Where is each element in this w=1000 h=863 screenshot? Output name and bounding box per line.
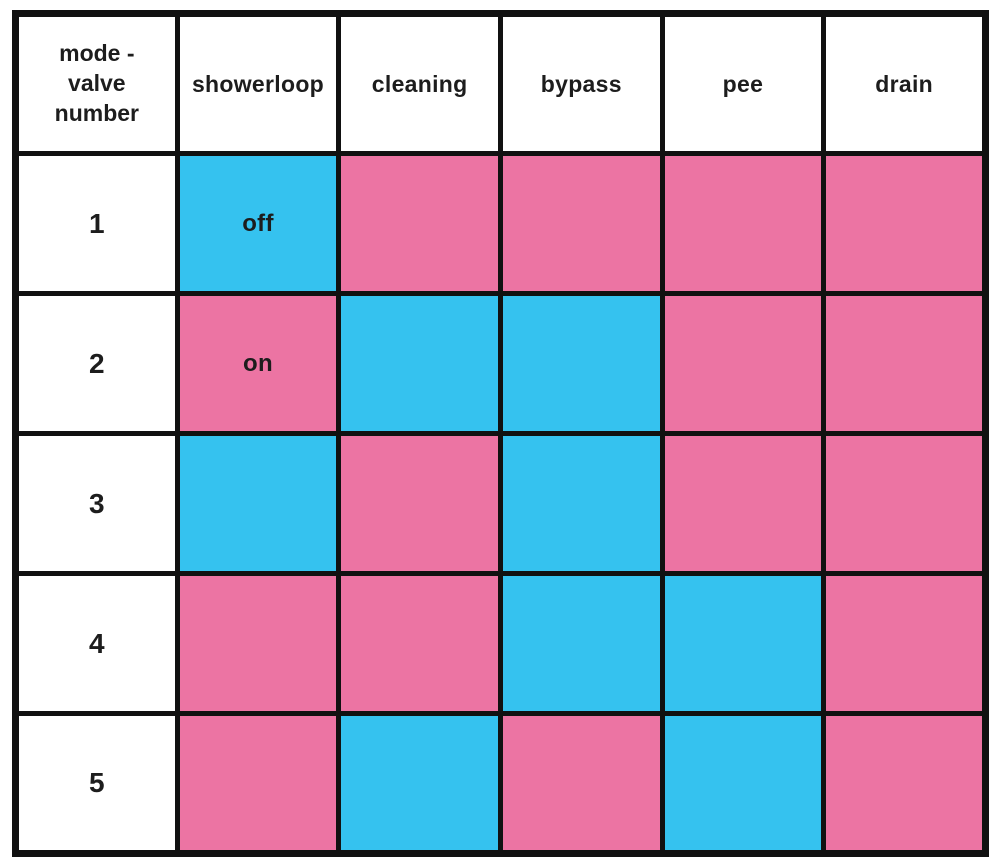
table-row-valve-2: 2 on xyxy=(13,291,988,436)
column-header-cleaning: cleaning xyxy=(336,11,503,156)
state-cell-showerloop-valve-3-off xyxy=(174,431,342,576)
state-cell-cleaning-valve-4-on xyxy=(336,571,503,716)
table-row-valve-4: 4 xyxy=(13,571,988,716)
valve-number-1: 1 xyxy=(13,151,180,296)
valve-mode-table: mode - valve number showerloop cleaning … xyxy=(12,10,989,857)
state-cell-cleaning-valve-3-on xyxy=(336,431,503,576)
table-row-valve-1: 1 off xyxy=(13,151,988,296)
valve-number-2: 2 xyxy=(13,291,180,436)
state-cell-showerloop-valve-4-on xyxy=(174,571,342,716)
state-cell-showerloop-valve-2-on: on xyxy=(174,291,342,436)
state-cell-pee-valve-5-off xyxy=(659,711,827,856)
state-cell-cleaning-valve-5-off xyxy=(336,711,503,856)
header-row: mode - valve number showerloop cleaning … xyxy=(13,11,988,156)
valve-number-3: 3 xyxy=(13,431,180,576)
table-row-valve-5: 5 xyxy=(13,711,988,856)
table-row-valve-3: 3 xyxy=(13,431,988,576)
state-cell-drain-valve-4-on xyxy=(821,571,988,716)
column-header-mode-valve-number: mode - valve number xyxy=(13,11,180,156)
column-header-bypass: bypass xyxy=(497,11,665,156)
state-cell-showerloop-valve-1-off: off xyxy=(174,151,342,296)
state-cell-drain-valve-3-on xyxy=(821,431,988,576)
table-body: 1 off 2 on 3 4 5 xyxy=(13,151,988,856)
state-cell-bypass-valve-2-off xyxy=(497,291,665,436)
column-header-drain: drain xyxy=(821,11,988,156)
state-cell-drain-valve-5-on xyxy=(821,711,988,856)
state-cell-pee-valve-2-on xyxy=(659,291,827,436)
state-cell-showerloop-valve-5-on xyxy=(174,711,342,856)
table-header: mode - valve number showerloop cleaning … xyxy=(13,11,988,156)
valve-number-4: 4 xyxy=(13,571,180,716)
state-cell-bypass-valve-1-on xyxy=(497,151,665,296)
state-cell-drain-valve-1-on xyxy=(821,151,988,296)
state-cell-cleaning-valve-1-on xyxy=(336,151,503,296)
state-cell-bypass-valve-4-off xyxy=(497,571,665,716)
state-cell-bypass-valve-5-on xyxy=(497,711,665,856)
state-cell-cleaning-valve-2-off xyxy=(336,291,503,436)
valve-number-5: 5 xyxy=(13,711,180,856)
column-header-pee: pee xyxy=(659,11,827,156)
column-header-showerloop: showerloop xyxy=(174,11,342,156)
state-cell-pee-valve-4-off xyxy=(659,571,827,716)
state-cell-pee-valve-1-on xyxy=(659,151,827,296)
state-cell-pee-valve-3-on xyxy=(659,431,827,576)
state-cell-drain-valve-2-on xyxy=(821,291,988,436)
state-cell-bypass-valve-3-off xyxy=(497,431,665,576)
